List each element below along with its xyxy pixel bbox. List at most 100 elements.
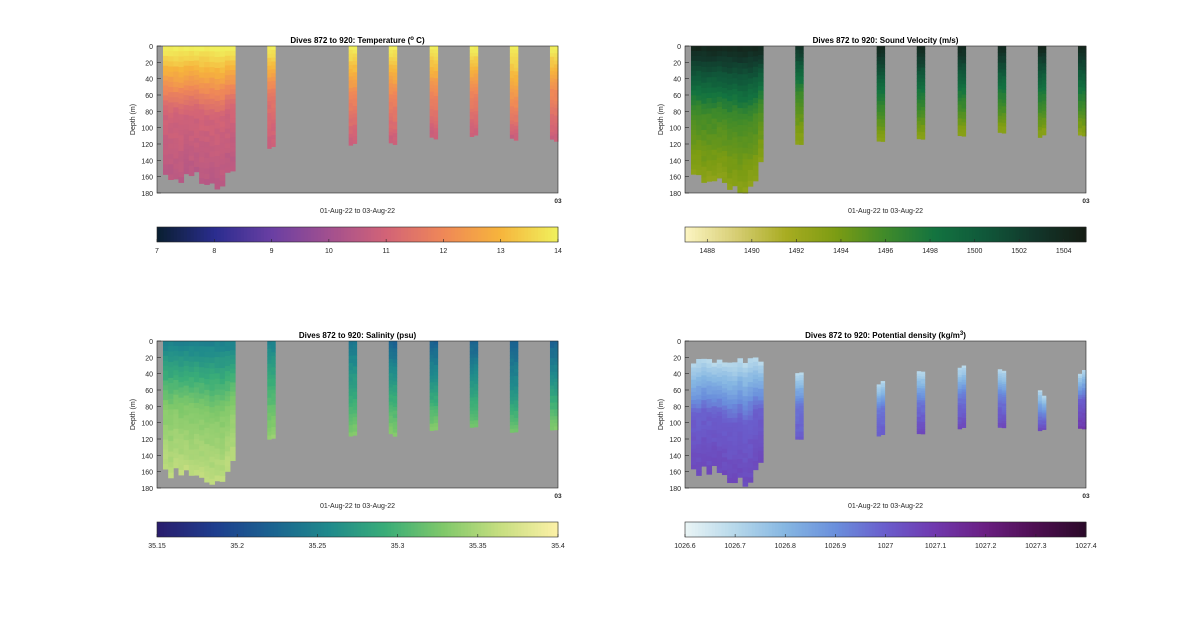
profile-cell <box>183 395 190 401</box>
profile-cell <box>696 65 702 72</box>
colorbar-tick-label: 35.15 <box>148 543 166 550</box>
profile-cell <box>193 137 200 144</box>
profile-cell <box>433 382 439 386</box>
profile-cell <box>1037 81 1043 86</box>
profile-cell <box>473 374 479 378</box>
profile-cell <box>553 111 559 117</box>
profile-cell <box>549 67 555 72</box>
profile-cell <box>183 450 190 456</box>
profile-cell <box>706 72 713 78</box>
profile-cell <box>173 360 179 366</box>
profile-cell <box>701 375 707 380</box>
profile-cell <box>691 448 697 454</box>
profile-cell <box>473 387 479 391</box>
colorbar-segment <box>902 227 907 242</box>
profile-cell <box>509 70 515 75</box>
profile-cell <box>758 365 764 370</box>
profile-cell <box>549 53 555 58</box>
profile-cell <box>230 74 236 81</box>
profile-cell <box>188 46 195 52</box>
profile-cell <box>747 89 754 95</box>
profile-cell <box>352 113 358 118</box>
profile-cell <box>732 376 738 382</box>
colorbar-segment <box>287 227 292 242</box>
profile-cell <box>271 355 276 361</box>
profile-cell <box>799 114 804 119</box>
profile-cell <box>214 373 221 380</box>
profile-cell <box>433 399 439 403</box>
profile-cell <box>549 402 555 407</box>
profile-cell <box>701 358 707 364</box>
profile-cell <box>1041 111 1047 115</box>
colorbar-segment <box>387 227 392 242</box>
profile-cell <box>696 453 702 458</box>
profile-cell <box>1077 417 1083 421</box>
profile-cell <box>473 124 479 129</box>
colorbar-segment <box>157 522 161 537</box>
profile-cell <box>230 451 236 457</box>
profile-cell <box>388 113 394 118</box>
profile-cell <box>209 357 215 364</box>
profile-cell <box>163 390 169 396</box>
profile-cell <box>214 341 221 347</box>
profile-cell <box>271 76 276 82</box>
profile-cell <box>224 421 231 427</box>
dive-profile-1 <box>691 357 764 487</box>
profile-cell <box>348 68 354 74</box>
colorbar-segment <box>1012 227 1017 242</box>
profile-cell <box>429 354 435 359</box>
profile-cell <box>193 75 200 81</box>
profile-cell <box>549 412 555 417</box>
profile-cell <box>758 400 764 405</box>
colorbar-segment <box>354 227 358 242</box>
profile-cell <box>219 153 226 160</box>
colorbar-segment <box>444 522 449 537</box>
profile-cell <box>513 129 519 134</box>
profile-cell <box>1081 132 1087 137</box>
profile-cell <box>711 66 718 73</box>
profile-cell <box>267 132 272 138</box>
profile-cell <box>1041 76 1047 81</box>
profile-cell <box>469 357 475 362</box>
profile-cell <box>509 369 515 374</box>
colorbar-segment <box>173 227 178 242</box>
colorbar-segment <box>955 227 960 242</box>
profile-cell <box>473 80 479 85</box>
profile-cell <box>701 391 707 397</box>
profile-cell <box>193 356 200 363</box>
profile-cell <box>721 114 728 120</box>
colorbar-segment <box>477 227 482 242</box>
profile-cell <box>920 421 926 425</box>
y-tick-label: 0 <box>149 339 153 346</box>
colorbar-segment <box>771 522 776 537</box>
colorbar-segment <box>838 227 843 242</box>
colorbar-segment <box>230 227 235 242</box>
profile-cell <box>1077 80 1083 85</box>
profile-cell <box>469 115 475 120</box>
profile-cell <box>721 405 728 411</box>
profile-cell <box>469 407 475 412</box>
profile-cell <box>1001 106 1007 111</box>
profile-cell <box>199 351 205 358</box>
profile-cell <box>1037 56 1043 61</box>
profile-cell <box>711 134 718 140</box>
colorbar-segment <box>320 522 325 537</box>
profile-cell <box>183 435 190 441</box>
profile-cell <box>473 111 479 115</box>
profile-cell <box>716 455 723 460</box>
profile-cell <box>513 67 519 72</box>
profile-cell <box>168 66 174 73</box>
profile-cell <box>433 347 439 352</box>
profile-cell <box>168 372 174 379</box>
colorbar-segment <box>167 522 171 537</box>
profile-cell <box>701 119 707 126</box>
profile-cell <box>553 405 559 410</box>
profile-cell <box>352 402 358 407</box>
profile-cell <box>721 93 728 99</box>
profile-cell <box>799 393 804 397</box>
profile-cell <box>219 180 226 187</box>
profile-cell <box>696 50 702 57</box>
profile-cell <box>188 413 195 419</box>
profile-cell <box>553 126 559 131</box>
profile-cell <box>1081 94 1087 99</box>
